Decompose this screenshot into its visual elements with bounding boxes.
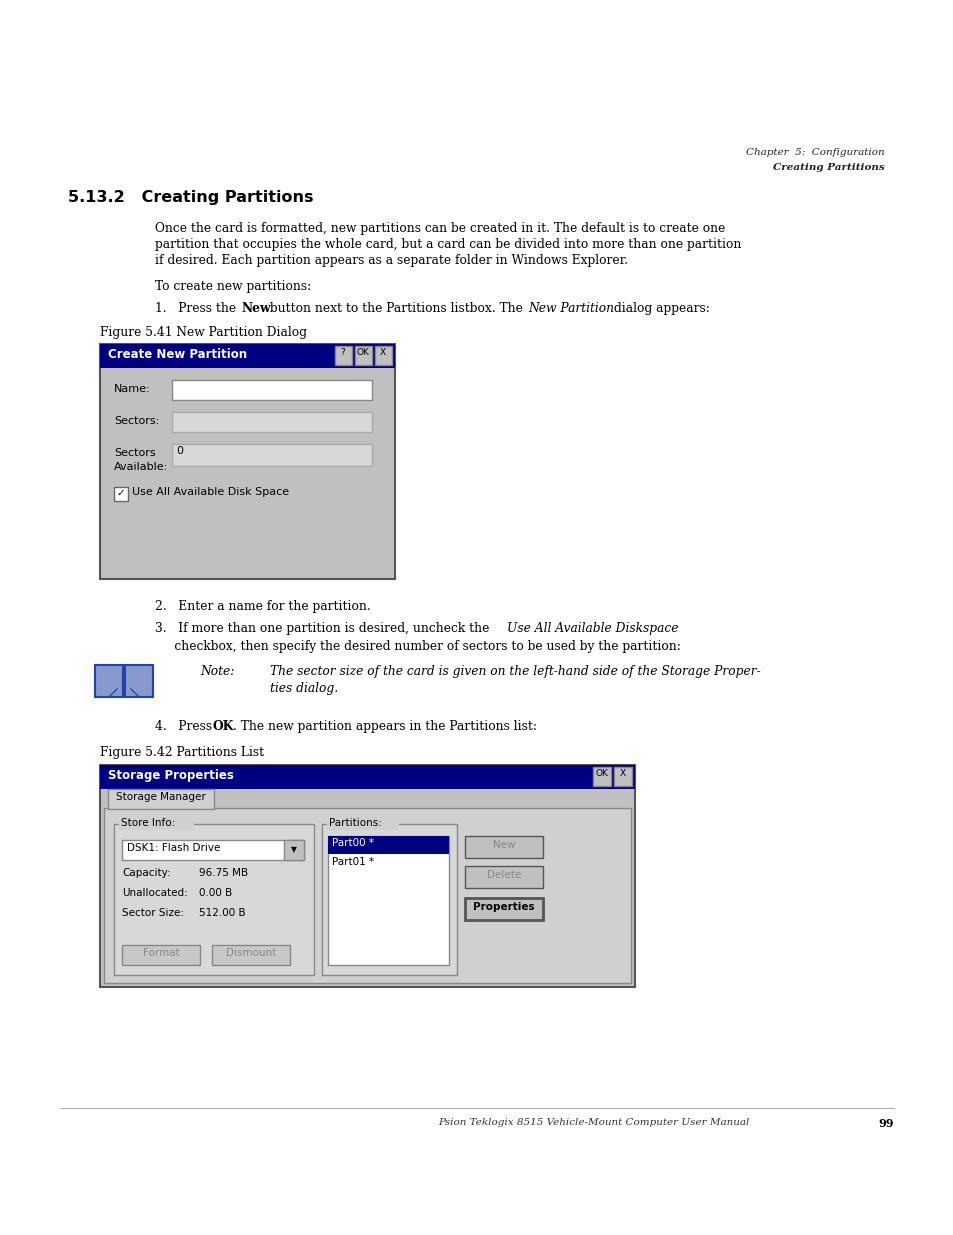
- Text: Once the card is formatted, new partitions can be created in it. The default is : Once the card is formatted, new partitio…: [154, 222, 724, 235]
- Bar: [375, 346, 392, 366]
- Text: checkbox, then specify the desired number of sectors to be used by the partition: checkbox, then specify the desired numbe…: [154, 640, 680, 653]
- Bar: [172, 445, 372, 466]
- Text: Unallocated:: Unallocated:: [122, 888, 188, 898]
- Bar: [614, 767, 631, 785]
- Text: OK: OK: [595, 769, 608, 778]
- Text: Psion Teklogix 8515 Vehicle-Mount Computer User Manual: Psion Teklogix 8515 Vehicle-Mount Comput…: [438, 1118, 749, 1128]
- Text: button next to the Partitions listbox. The: button next to the Partitions listbox. T…: [266, 303, 526, 315]
- Text: Properties: Properties: [473, 902, 535, 911]
- Text: ties dialog.: ties dialog.: [270, 682, 337, 695]
- Bar: [593, 767, 610, 785]
- Bar: [95, 664, 123, 697]
- Bar: [100, 764, 635, 987]
- Bar: [464, 866, 542, 888]
- Bar: [172, 380, 372, 400]
- Text: dialog appears:: dialog appears:: [609, 303, 709, 315]
- Text: New: New: [492, 840, 515, 850]
- Text: 2.   Enter a name for the partition.: 2. Enter a name for the partition.: [154, 600, 371, 613]
- Bar: [100, 345, 395, 579]
- Text: To create new partitions:: To create new partitions:: [154, 280, 311, 293]
- Text: Figure 5.42 Partitions List: Figure 5.42 Partitions List: [100, 746, 264, 760]
- Text: Sectors: Sectors: [113, 448, 155, 458]
- Text: 0: 0: [175, 446, 183, 456]
- Text: Note:: Note:: [200, 664, 234, 678]
- Bar: [119, 816, 193, 830]
- Text: X: X: [379, 348, 386, 357]
- Bar: [100, 345, 395, 368]
- Text: Create New Partition: Create New Partition: [108, 348, 247, 361]
- Text: ?: ?: [340, 348, 345, 357]
- Text: OK: OK: [213, 720, 234, 734]
- Bar: [108, 789, 213, 809]
- Text: New Partition: New Partition: [527, 303, 614, 315]
- Text: DSK1: Flash Drive: DSK1: Flash Drive: [127, 844, 220, 853]
- Text: Chapter  5:  Configuration: Chapter 5: Configuration: [745, 148, 884, 157]
- Bar: [322, 824, 456, 974]
- Text: X: X: [619, 769, 625, 778]
- Text: 1.   Press the: 1. Press the: [154, 303, 240, 315]
- Bar: [328, 836, 449, 853]
- Text: Dismount: Dismount: [226, 948, 276, 958]
- Text: Capacity:: Capacity:: [122, 868, 171, 878]
- Text: Part01 *: Part01 *: [332, 857, 374, 867]
- Text: partition that occupies the whole card, but a card can be divided into more than: partition that occupies the whole card, …: [154, 238, 740, 251]
- Text: 3.   If more than one partition is desired, uncheck the: 3. If more than one partition is desired…: [154, 622, 493, 635]
- Text: 99: 99: [878, 1118, 893, 1129]
- Text: 96.75 MB: 96.75 MB: [199, 868, 248, 878]
- Text: Store Info:: Store Info:: [121, 818, 175, 827]
- Text: Storage Manager: Storage Manager: [116, 792, 206, 802]
- Text: Partitions:: Partitions:: [329, 818, 381, 827]
- Text: Delete: Delete: [486, 869, 520, 881]
- Bar: [464, 836, 542, 858]
- Text: Creating Partitions: Creating Partitions: [773, 163, 884, 172]
- Text: Sectors:: Sectors:: [113, 416, 159, 426]
- Bar: [355, 346, 372, 366]
- Bar: [125, 664, 152, 697]
- Text: Use All Available Disk Space: Use All Available Disk Space: [132, 487, 289, 496]
- Text: ✓: ✓: [116, 488, 125, 498]
- Bar: [172, 412, 372, 432]
- Text: Part00 *: Part00 *: [332, 839, 374, 848]
- Bar: [284, 840, 304, 860]
- Text: Available:: Available:: [113, 462, 168, 472]
- Text: Figure 5.41 New Partition Dialog: Figure 5.41 New Partition Dialog: [100, 326, 307, 338]
- Text: OK: OK: [356, 348, 369, 357]
- Text: The sector size of the card is given on the left-hand side of the Storage Proper: The sector size of the card is given on …: [270, 664, 760, 678]
- Bar: [328, 836, 449, 965]
- Bar: [113, 487, 128, 501]
- Bar: [327, 816, 398, 830]
- Text: Use All Available Diskspace: Use All Available Diskspace: [506, 622, 678, 635]
- Text: 5.13.2   Creating Partitions: 5.13.2 Creating Partitions: [68, 190, 314, 205]
- Bar: [104, 808, 630, 983]
- Bar: [100, 764, 635, 789]
- Text: New: New: [242, 303, 272, 315]
- Bar: [113, 824, 314, 974]
- Text: ▼: ▼: [291, 845, 296, 853]
- Text: 0.00 B: 0.00 B: [199, 888, 232, 898]
- Text: Storage Properties: Storage Properties: [108, 769, 233, 782]
- Text: Name:: Name:: [113, 384, 151, 394]
- Text: 512.00 B: 512.00 B: [199, 908, 245, 918]
- Text: . The new partition appears in the Partitions list:: . The new partition appears in the Parti…: [233, 720, 537, 734]
- Bar: [464, 898, 542, 920]
- Bar: [335, 346, 352, 366]
- Text: Sector Size:: Sector Size:: [122, 908, 184, 918]
- Text: Format: Format: [143, 948, 179, 958]
- Bar: [212, 945, 290, 965]
- Bar: [122, 840, 304, 860]
- Bar: [122, 945, 200, 965]
- Text: if desired. Each partition appears as a separate folder in Windows Explorer.: if desired. Each partition appears as a …: [154, 254, 627, 267]
- Text: 4.   Press: 4. Press: [154, 720, 215, 734]
